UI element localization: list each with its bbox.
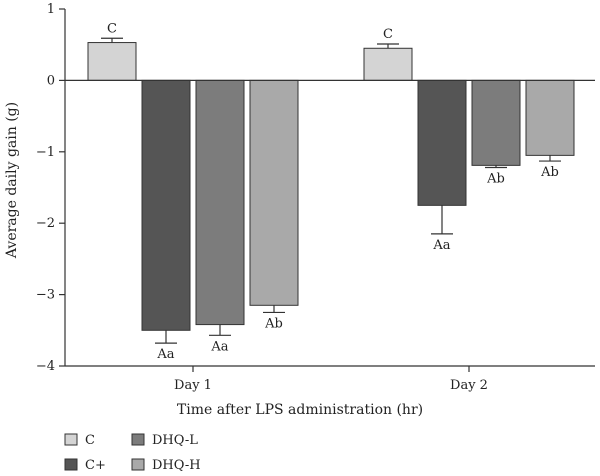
data-label: C: [107, 21, 117, 36]
bar-c--day-1: [141, 79, 191, 331]
bars-layer: [87, 37, 575, 344]
legend-label: DHQ-H: [152, 458, 201, 473]
legend-swatch: [131, 458, 145, 471]
y-tick-label: −4: [36, 359, 55, 374]
y-tick-label: 1: [47, 2, 55, 17]
legend-entry-c-: C+: [64, 458, 106, 473]
labels-layer: C Aa Aa Ab C Aa Ab Ab 1 0 −1 −2 −3 −4 Day 1 Day 2: [36, 2, 559, 393]
y-tick-label: −3: [36, 288, 55, 303]
y-axis-title: Average daily gain (g): [4, 102, 20, 259]
bar-c--day-2: [417, 79, 467, 206]
y-tick-label: 0: [47, 73, 55, 88]
legend-swatch: [64, 433, 78, 446]
legend-swatch: [64, 458, 78, 471]
bar-dhq-l-day-1: [195, 79, 245, 326]
bar-dhq-h-day-1: [249, 79, 299, 306]
bar-dhq-l-day-2: [471, 79, 521, 166]
legend-label: C+: [85, 458, 106, 473]
bar-c-day-1: [87, 42, 137, 81]
legend-swatch: [131, 433, 145, 446]
error-bar: [539, 155, 561, 162]
error-bar: [431, 205, 453, 235]
bar-dhq-h-day-2: [525, 79, 575, 156]
bar-c-day-2: [363, 47, 413, 81]
legend-entry-dhq-l: DHQ-L: [131, 433, 198, 448]
data-label: Ab: [486, 172, 505, 187]
y-tick-label: −2: [36, 216, 55, 231]
axes-layer: [59, 8, 595, 372]
data-label: Aa: [432, 238, 450, 253]
error-bar: [155, 330, 177, 344]
legend: C C+ DHQ-L DHQ-H: [64, 433, 201, 473]
error-bar: [263, 305, 285, 314]
error-bar: [377, 43, 399, 49]
legend-label: DHQ-L: [152, 433, 198, 448]
error-bar: [101, 37, 123, 43]
legend-entry-c: C: [64, 433, 95, 448]
data-label: C: [383, 27, 393, 42]
data-label: Aa: [156, 347, 174, 362]
y-tick-label: −1: [36, 145, 55, 160]
error-bar: [485, 165, 507, 169]
x-tick-label: Day 1: [174, 378, 212, 393]
legend-entry-dhq-h: DHQ-H: [131, 458, 201, 473]
error-bar: [209, 324, 231, 336]
x-axis-title: Time after LPS administration (hr): [177, 402, 423, 418]
data-label: Ab: [264, 316, 283, 331]
data-label: Ab: [540, 165, 559, 180]
data-label: Aa: [210, 339, 228, 354]
x-tick-label: Day 2: [450, 378, 488, 393]
legend-label: C: [85, 433, 95, 448]
